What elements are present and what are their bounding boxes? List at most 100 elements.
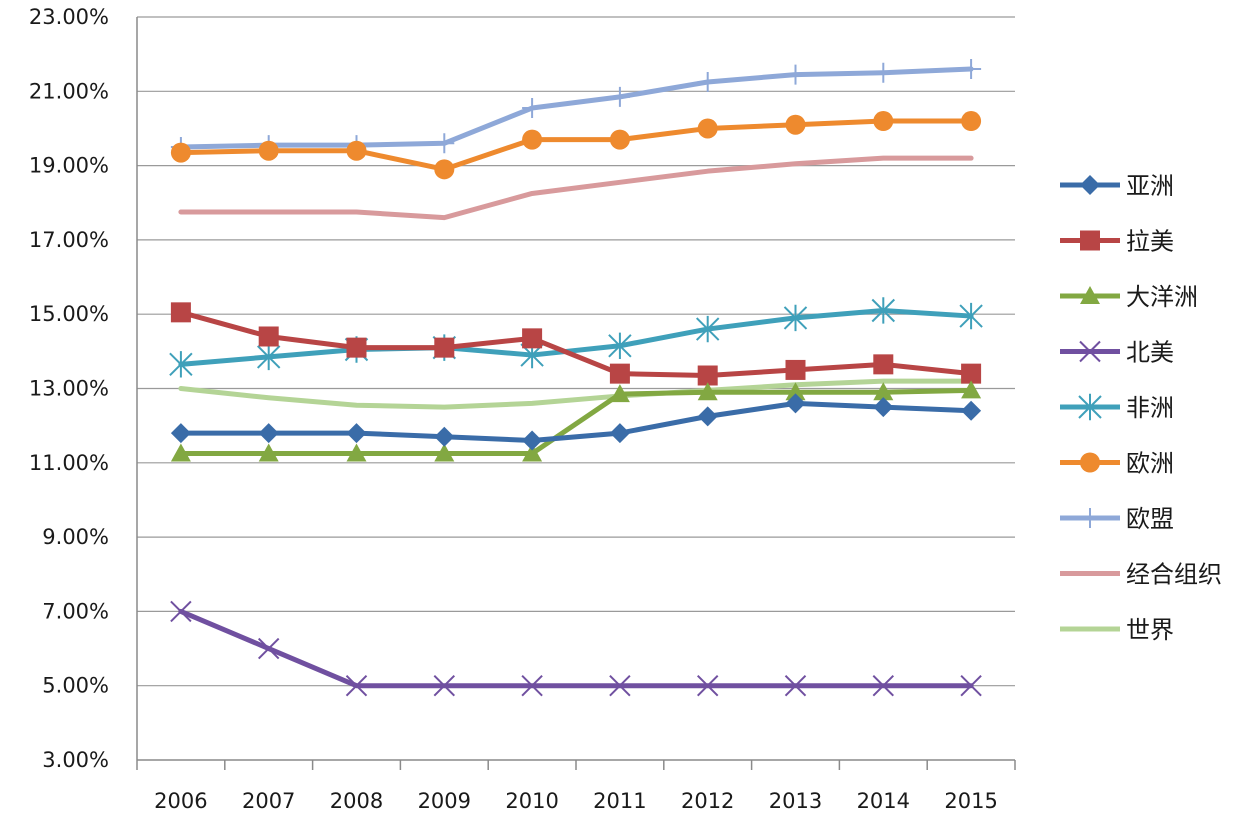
y-tick-label: 19.00% [29,154,109,178]
x-tick-label: 2011 [593,789,646,813]
data-point [1078,393,1102,421]
data-point [256,343,281,371]
y-tick-label: 9.00% [42,525,109,549]
series-欧盟 [170,59,982,158]
data-point [434,133,455,154]
data-point [785,359,806,380]
data-point [170,600,192,623]
legend-label: 大洋洲 [1126,283,1198,311]
legend-item: 欧洲 [1060,450,1174,478]
x-tick-label: 2008 [330,789,383,813]
data-point [961,363,982,384]
legend-item: 世界 [1060,616,1174,644]
data-point [1080,286,1100,304]
x-tick-label: 2010 [505,789,558,813]
x-tick-label: 2007 [242,789,295,813]
data-point [433,674,456,697]
series-lines [169,59,983,697]
data-point [959,302,983,330]
series-亚洲 [170,393,982,451]
data-point [522,98,543,119]
data-point [961,59,982,80]
x-tick-label: 2006 [154,789,207,813]
data-point [609,363,630,384]
data-point [1080,452,1100,473]
data-point [346,140,367,161]
series-line [178,400,974,444]
data-point [961,400,982,421]
data-point [1080,230,1100,251]
legend-item: 经合组织 [1060,561,1222,589]
data-point [522,443,543,462]
data-point [345,674,368,697]
data-point [434,426,455,447]
data-point [258,140,279,161]
series-line [178,608,974,689]
axes: 3.00% 5.00% 7.00% 9.00% 11.00% 13.00% 15.00% 17… [29,5,1016,813]
data-point [434,337,455,358]
data-point [609,423,630,444]
data-point [170,302,191,323]
series-line [178,118,974,172]
data-point [609,86,630,107]
data-point [170,443,191,462]
data-point [871,297,896,324]
series-经合组织 [178,155,974,221]
series-line [178,378,974,410]
data-point [873,62,894,83]
series-欧洲 [170,111,982,180]
data-point [872,674,895,697]
data-point [873,397,894,418]
y-tick-label: 5.00% [42,674,109,698]
data-point [609,384,630,403]
data-point [609,674,631,697]
legend-label: 世界 [1126,616,1174,644]
data-point [258,443,279,462]
data-point [961,380,982,399]
y-tick-label: 7.00% [42,599,109,623]
data-point [785,114,806,135]
y-tick-label: 15.00% [29,302,109,326]
data-point [257,637,280,660]
x-tick-label: 2012 [681,789,734,813]
data-point [697,72,718,93]
data-point [695,315,720,343]
data-point [170,423,191,444]
series-line [178,309,974,378]
series-line [178,307,974,367]
data-point [346,423,367,444]
series-大洋洲 [170,380,982,462]
legend-item: 拉美 [1060,228,1174,256]
series-line [178,155,974,221]
data-point [609,129,630,150]
data-point [873,354,894,375]
data-point [1079,340,1101,363]
data-point [522,430,543,451]
series-拉美 [170,302,982,386]
data-point [960,674,982,697]
data-point [521,674,543,697]
y-tick-label: 13.00% [29,377,109,401]
legend-label: 经合组织 [1126,561,1222,589]
x-tick-label: 2015 [944,789,997,813]
y-tick-label: 3.00% [42,748,109,772]
data-point [258,326,279,347]
data-point [434,159,455,180]
data-point [697,406,718,427]
x-tick-label: 2013 [769,789,822,813]
legend-label: 拉美 [1126,228,1174,256]
data-point [784,674,807,697]
x-tick-label: 2014 [857,789,910,813]
legend-label: 北美 [1126,339,1174,367]
data-point [697,382,718,401]
data-point [785,382,806,401]
legend-item: 欧盟 [1060,505,1174,533]
data-point [608,332,632,359]
data-point [522,129,543,150]
legend-label: 非洲 [1126,394,1174,422]
y-tick-label: 11.00% [29,451,109,475]
series-line [178,66,974,150]
data-point [169,351,193,378]
